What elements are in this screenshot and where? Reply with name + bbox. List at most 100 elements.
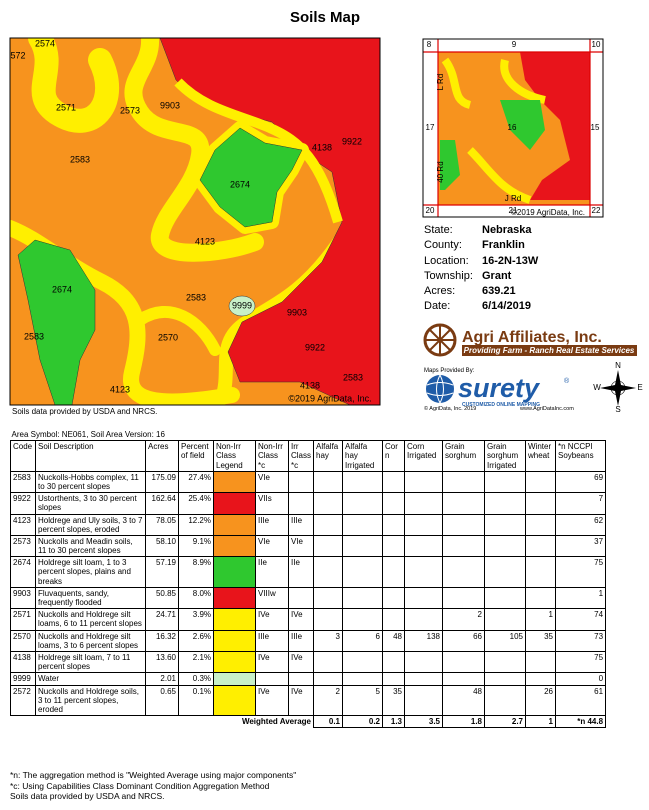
table-cell (382, 586, 405, 610)
table-cell (484, 586, 526, 610)
table-cell: Holdrege silt loam, 7 to 11 percent slop… (35, 650, 146, 674)
column-header: Winter wheat (525, 440, 556, 472)
table-cell: IVe (288, 650, 314, 674)
table-cell (342, 672, 383, 686)
table-cell: 26 (525, 684, 556, 717)
table-body: Area Symbol: NE061, Soil Area Version: 1… (10, 430, 607, 729)
table-cell: IIIe (288, 629, 314, 652)
locator-label: 8 (427, 40, 432, 49)
info-row: Township: Grant (424, 270, 538, 285)
table-cell: VIe (255, 534, 289, 558)
locator-label: 21 (509, 206, 518, 215)
table-cell (382, 672, 405, 686)
map-label: 2583 (70, 154, 90, 164)
table-cell (484, 513, 526, 536)
table-cell: Fluvaquents, sandy, frequently flooded (35, 586, 146, 610)
column-header: Corn Irrigated (404, 440, 443, 472)
table-cell (484, 684, 526, 717)
map-label: 2583 (24, 331, 44, 341)
table-cell: 48 (382, 629, 405, 652)
legend-swatch (213, 629, 256, 652)
legend-swatch (213, 513, 256, 536)
column-header: Grain sorghum Irrigated (484, 440, 526, 472)
map-unit (17, 239, 96, 405)
table-cell: 2674 (10, 556, 36, 588)
info-value: 6/14/2019 (482, 300, 531, 313)
table-cell (442, 492, 485, 515)
map-unit (440, 140, 460, 190)
table-cell: Nuckolls and Holdrege silt loams, 6 to 1… (35, 608, 146, 631)
table-cell: 4138 (10, 650, 36, 674)
weighted-value: 2.7 (484, 715, 526, 729)
table-cell: 162.64 (145, 492, 179, 515)
soil-map (10, 38, 380, 405)
table-cell: 5 (342, 684, 383, 717)
table-cell (525, 672, 556, 686)
table-cell: 8.0% (178, 586, 214, 610)
table-cell (442, 650, 485, 674)
table-cell: IVe (255, 684, 289, 717)
info-row: Acres: 639.21 (424, 285, 538, 300)
area-symbol: Area Symbol: NE061, Soil Area Version: 1… (11, 430, 165, 439)
table-cell: 0 (554, 672, 607, 686)
map-label: 2583 (343, 372, 363, 382)
table-cell (382, 470, 405, 494)
table-cell: Ustorthents, 3 to 30 percent slopes (35, 492, 146, 515)
table-cell: IVe (255, 608, 289, 631)
table-cell: 48 (442, 684, 485, 717)
compass (600, 370, 636, 406)
locator-label: 40 Rd (436, 161, 445, 182)
table-cell (484, 534, 526, 558)
table-cell: 1 (525, 608, 556, 631)
table-cell: 8.9% (178, 556, 214, 588)
info-value: 639.21 (482, 285, 516, 298)
table-cell (382, 650, 405, 674)
soil-row: 2570 Nuckolls and Holdrege silt loams, 3 … (10, 629, 607, 652)
map-label: 2674 (230, 179, 250, 189)
table-cell: 2 (313, 684, 343, 717)
table-cell: 2.6% (178, 629, 214, 652)
table-cell: Nuckolls and Holdrege silt loams, 3 to 6… (35, 629, 146, 652)
table-cell: VIe (288, 534, 314, 558)
column-header: Code (10, 440, 36, 472)
table-cell (342, 513, 383, 536)
map-unit (199, 127, 303, 228)
table-cell: 175.09 (145, 470, 179, 494)
title: Soils Map (290, 9, 360, 26)
table-cell (404, 534, 443, 558)
table-cell (288, 492, 314, 515)
column-header: Alfalfa hay Irrigated (342, 440, 383, 472)
table-cell (342, 492, 383, 515)
table-cell: 27.4% (178, 470, 214, 494)
column-header: Alfalfa hay (313, 440, 343, 472)
weighted-row: Weighted Average 0.1 0.2 1.3 3.5 1.8 2.7 1 *n 44… (10, 715, 607, 729)
table-cell (382, 492, 405, 515)
soil-row: 9903 Fluvaquents, sandy, frequently flood… (10, 586, 607, 610)
legend-swatch (213, 556, 256, 588)
locator-label: 22 (592, 206, 601, 215)
map-label: 9922 (342, 136, 362, 146)
surety-logo: Maps Provided By: surety ® CUSTOMIZED ON… (424, 368, 574, 412)
table-cell (484, 608, 526, 631)
map-label: 572 (10, 50, 25, 60)
map-label: 2573 (120, 105, 140, 115)
table-cell (484, 492, 526, 515)
table-cell (342, 556, 383, 588)
table-cell: Nuckolls-Hobbs complex, 11 to 30 percent… (35, 470, 146, 494)
column-header: Acres (145, 440, 179, 472)
table-cell: VIIIw (255, 586, 289, 610)
table-cell: 78.05 (145, 513, 179, 536)
map-label: 4123 (195, 236, 215, 246)
table-cell: 9903 (10, 586, 36, 610)
table-cell: 37 (554, 534, 607, 558)
table-cell (525, 470, 556, 494)
surety-website: www.AgriDataInc.com (519, 406, 574, 412)
soil-row: 9999 Water 2.01 0.3% 0 (10, 672, 607, 686)
column-header: Soil Description (35, 440, 146, 472)
table-cell (313, 492, 343, 515)
weighted-value: 1.3 (382, 715, 405, 729)
compass-letter: S (615, 405, 620, 414)
legend-swatch (213, 470, 256, 494)
column-header: *n NCCPI Soybeans (554, 440, 607, 472)
